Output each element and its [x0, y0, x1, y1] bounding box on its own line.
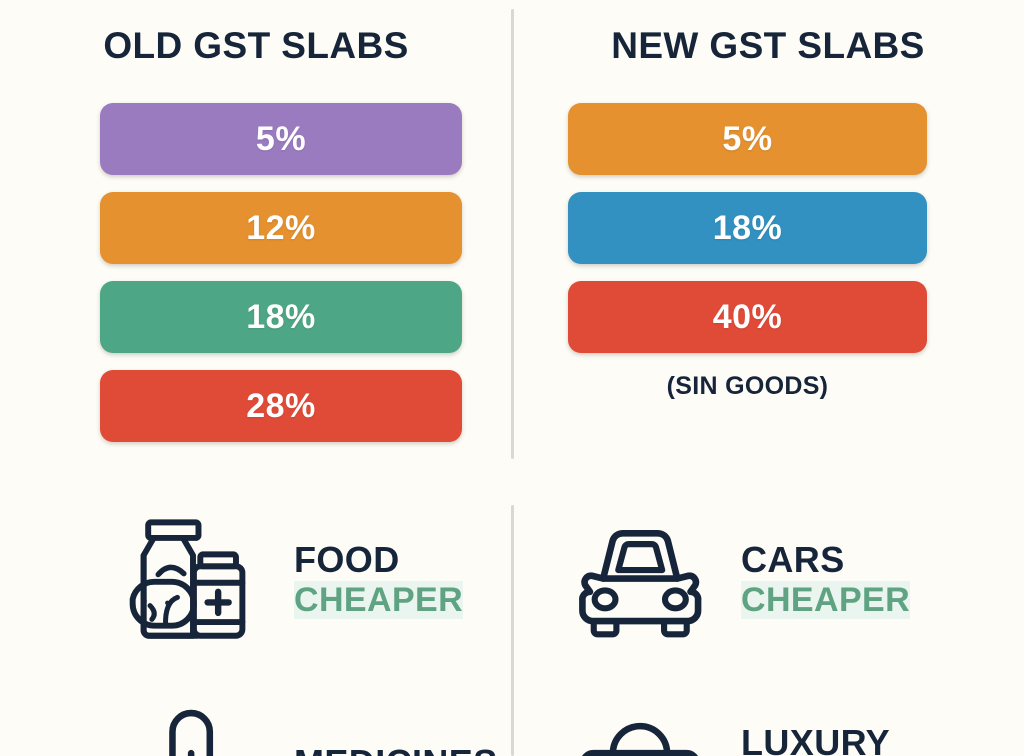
item-name-cars: CARS	[741, 539, 845, 581]
food-jar-bottle-icon	[118, 512, 268, 647]
slab-label: 5%	[255, 120, 307, 158]
medicines-labels: MEDICINES	[294, 742, 498, 756]
food-labels: FOOD CHEAPER	[294, 539, 464, 619]
slab-old-2: 18%	[100, 281, 462, 353]
vertical-divider-bottom	[511, 505, 514, 756]
item-name-food: FOOD	[294, 539, 400, 581]
slab-label: 12%	[246, 209, 316, 247]
slab-old-0: 5%	[100, 103, 462, 175]
slab-label: 40%	[712, 298, 783, 336]
sin-goods-note: (SIN GOODS)	[666, 372, 829, 400]
slab-new-0: 5%	[568, 103, 927, 175]
item-row-food: FOOD CHEAPER	[118, 512, 498, 647]
item-name-medicines: MEDICINES	[294, 742, 498, 756]
slab-new-1: 18%	[568, 192, 927, 264]
slab-label: 28%	[246, 387, 316, 425]
slab-label: 18%	[712, 209, 783, 247]
item-status-cars: CHEAPER	[741, 580, 911, 619]
slab-label: 5%	[722, 120, 773, 158]
medicine-pills-icon	[118, 688, 268, 756]
car-icon	[565, 512, 715, 647]
luxury-handbag-icon	[565, 688, 715, 756]
cars-labels: CARS CHEAPER	[741, 539, 911, 619]
old-gst-slabs-title: OLD GST SLABS	[103, 25, 409, 66]
slab-label: 18%	[246, 298, 316, 336]
item-row-luxury-goods: LUXURY GOODS	[565, 688, 985, 756]
item-status-food: CHEAPER	[294, 580, 464, 619]
item-name-luxury-goods: LUXURY GOODS	[741, 721, 890, 756]
slab-old-1: 12%	[100, 192, 462, 264]
slab-new-2: 40%	[568, 281, 927, 353]
item-row-medicines: MEDICINES	[118, 688, 518, 756]
new-gst-slabs-title: NEW GST SLABS	[611, 25, 925, 66]
luxury-goods-labels: LUXURY GOODS	[741, 721, 985, 756]
vertical-divider-top	[511, 9, 514, 459]
slab-old-3: 28%	[100, 370, 462, 442]
item-row-cars: CARS CHEAPER	[565, 512, 965, 647]
